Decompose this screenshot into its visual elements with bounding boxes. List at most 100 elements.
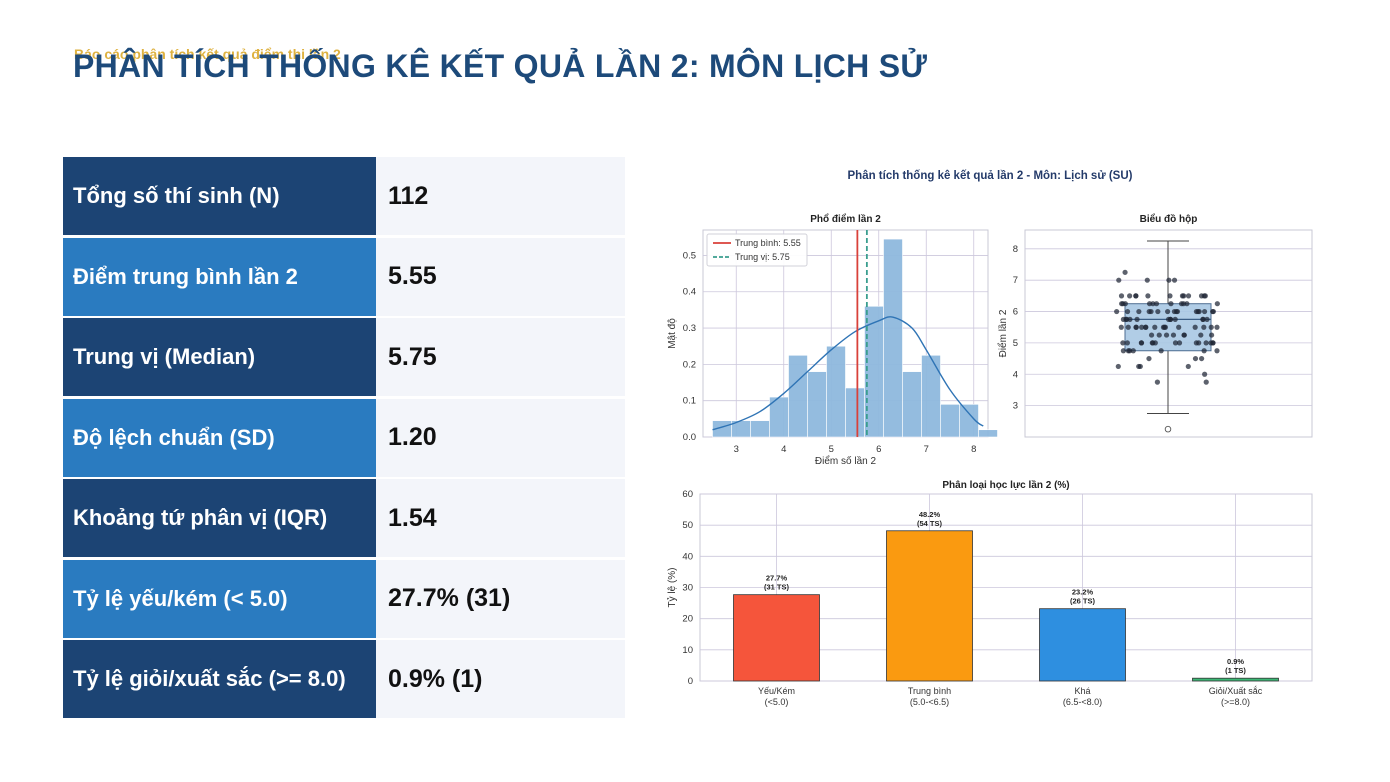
data-point bbox=[1123, 316, 1129, 322]
x-tick-sublabel: (<5.0) bbox=[765, 697, 789, 707]
stat-label: Tỷ lệ giỏi/xuất sắc (>= 8.0) bbox=[63, 640, 376, 718]
stat-label: Tổng số thí sinh (N) bbox=[63, 157, 376, 235]
data-point bbox=[1124, 340, 1130, 346]
category-bar bbox=[886, 530, 973, 682]
y-tick-label: 0 bbox=[688, 676, 693, 687]
data-point bbox=[1155, 308, 1161, 315]
data-point bbox=[1210, 340, 1216, 346]
data-point bbox=[1114, 308, 1120, 315]
bar-percent-label: 48.2% bbox=[919, 510, 941, 519]
data-point bbox=[1165, 308, 1171, 315]
stat-row-sd: Độ lệch chuẩn (SD) 1.20 bbox=[63, 398, 625, 477]
data-point bbox=[1161, 324, 1168, 330]
data-point bbox=[1146, 355, 1152, 362]
data-point bbox=[1146, 308, 1152, 315]
data-point bbox=[1204, 316, 1210, 322]
histogram-bar bbox=[788, 354, 808, 438]
y-tick-label: 8 bbox=[1013, 244, 1018, 255]
data-point bbox=[1156, 332, 1162, 338]
data-point bbox=[1148, 332, 1155, 338]
x-axis-label: Điểm số lần 2 bbox=[815, 455, 877, 467]
y-tick-label: 4 bbox=[1013, 369, 1018, 380]
stat-value: 27.7% (31) bbox=[376, 559, 625, 638]
stat-label: Khoảng tứ phân vị (IQR) bbox=[63, 479, 376, 557]
stat-row-total: Tổng số thí sinh (N) 112 bbox=[63, 157, 625, 235]
x-tick-label: 3 bbox=[734, 444, 739, 455]
data-point bbox=[1120, 340, 1126, 346]
kde-line bbox=[712, 316, 984, 431]
data-point bbox=[1172, 316, 1178, 322]
data-point bbox=[1146, 301, 1153, 307]
x-tick-sublabel: (>=8.0) bbox=[1221, 697, 1250, 707]
stat-row-excellent: Tỷ lệ giỏi/xuất sắc (>= 8.0) 0.9% (1) bbox=[63, 640, 625, 718]
y-tick-label: 0.0 bbox=[683, 432, 696, 443]
x-tick-label: 4 bbox=[781, 444, 786, 455]
x-tick-label: Giỏi/Xuất sắc bbox=[1209, 686, 1263, 696]
data-point bbox=[1208, 332, 1215, 338]
histogram-bar bbox=[845, 387, 865, 438]
chart-title: Phổ điểm lần 2 bbox=[810, 213, 881, 225]
data-point bbox=[1208, 324, 1214, 330]
data-point bbox=[1120, 348, 1127, 354]
data-point bbox=[1125, 324, 1131, 330]
data-point bbox=[1171, 277, 1178, 283]
data-point bbox=[1214, 324, 1220, 330]
y-axis-label: Điểm lần 2 bbox=[997, 309, 1009, 357]
stat-value: 1.20 bbox=[376, 398, 625, 477]
histogram-bar bbox=[978, 429, 998, 438]
legend-box bbox=[706, 233, 808, 267]
y-tick-label: 40 bbox=[682, 551, 693, 562]
data-point bbox=[1210, 308, 1217, 315]
data-point bbox=[1201, 308, 1208, 315]
chart-title: Phân loại học lực lần 2 (%) bbox=[942, 479, 1069, 491]
x-tick-label: 7 bbox=[924, 444, 929, 455]
data-point bbox=[1193, 340, 1199, 346]
category-bar bbox=[1039, 608, 1126, 682]
stat-value: 5.55 bbox=[376, 237, 625, 316]
y-tick-label: 50 bbox=[682, 520, 693, 531]
stat-value: 5.75 bbox=[376, 318, 625, 396]
data-point bbox=[1144, 277, 1150, 283]
histogram-bar bbox=[940, 404, 960, 438]
y-tick-label: 30 bbox=[682, 583, 693, 594]
data-point bbox=[1198, 293, 1205, 299]
data-point bbox=[1170, 332, 1177, 338]
data-point bbox=[1154, 379, 1161, 385]
data-point bbox=[1126, 348, 1133, 354]
histogram-bar bbox=[750, 420, 770, 438]
data-point bbox=[1203, 340, 1209, 346]
category-bar-chart: 0 10 20 30 40 50 60 27.7%(31 TS) Yếu/Kém(<5.0) 48… bbox=[666, 479, 1313, 707]
x-tick-sublabel: (6.5-<8.0) bbox=[1063, 697, 1102, 707]
legend-median-label: Trung vị: 5.75 bbox=[735, 252, 790, 262]
y-tick-label: 20 bbox=[682, 614, 693, 625]
data-point bbox=[1122, 269, 1128, 275]
y-tick-label: 10 bbox=[682, 645, 693, 656]
data-point bbox=[1214, 301, 1220, 307]
data-point bbox=[1193, 308, 1199, 315]
data-point bbox=[1118, 324, 1124, 330]
data-point bbox=[1185, 363, 1191, 370]
stat-label: Tỷ lệ yếu/kém (< 5.0) bbox=[63, 559, 376, 638]
data-point bbox=[1136, 363, 1142, 370]
x-tick-sublabel: (5.0-<6.5) bbox=[910, 697, 949, 707]
data-point bbox=[1192, 324, 1198, 330]
data-point bbox=[1143, 324, 1149, 330]
data-point bbox=[1214, 348, 1220, 354]
data-point bbox=[1176, 340, 1183, 346]
data-point bbox=[1176, 324, 1182, 330]
data-point bbox=[1199, 355, 1205, 362]
stat-row-weak: Tỷ lệ yếu/kém (< 5.0) 27.7% (31) bbox=[63, 559, 625, 638]
data-point bbox=[1115, 363, 1121, 370]
x-tick-label: 6 bbox=[876, 444, 881, 455]
bar-count-label: (26 TS) bbox=[1070, 597, 1096, 606]
x-tick-label: 5 bbox=[829, 444, 834, 455]
histogram-bar bbox=[902, 371, 922, 438]
data-point bbox=[1201, 324, 1207, 330]
bar-count-label: (54 TS) bbox=[917, 519, 943, 528]
data-point bbox=[1158, 348, 1164, 354]
data-point bbox=[1168, 301, 1174, 307]
data-point bbox=[1200, 316, 1206, 322]
data-point bbox=[1167, 293, 1173, 299]
data-point bbox=[1153, 301, 1160, 307]
y-tick-label: 60 bbox=[682, 489, 693, 500]
